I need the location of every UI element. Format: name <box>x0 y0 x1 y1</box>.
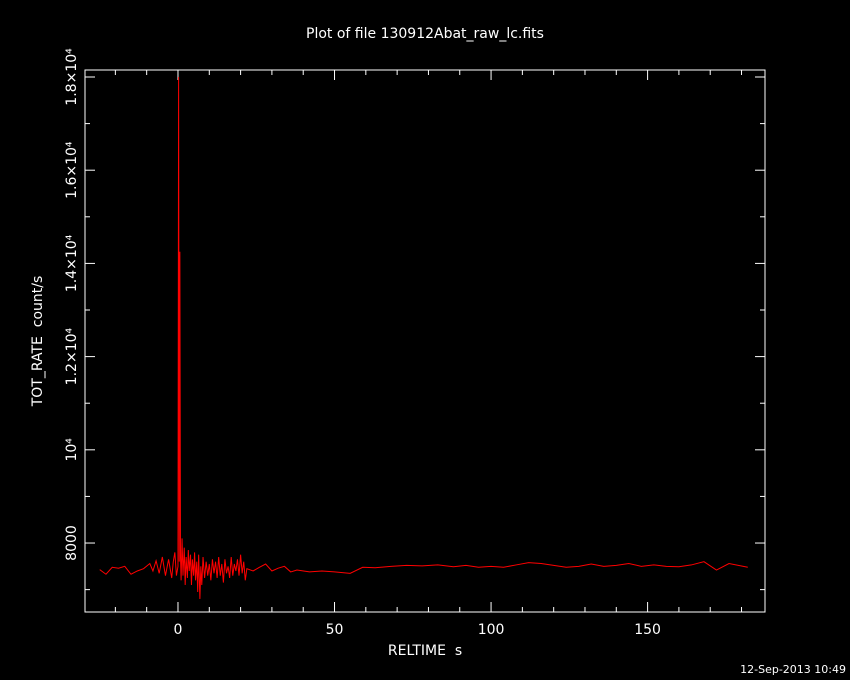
footer-timestamp: 12-Sep-2013 10:49 <box>740 663 846 676</box>
x-tick-label: 50 <box>326 622 344 638</box>
x-tick-label: 150 <box>634 622 661 638</box>
y-tick-label: 1.6×10⁴ <box>64 141 80 199</box>
light-curve <box>99 76 748 599</box>
x-tick-label: 0 <box>174 622 183 638</box>
chart-title: Plot of file 130912Abat_raw_lc.fits <box>306 26 544 42</box>
y-tick-label: 1.2×10⁴ <box>64 328 80 386</box>
y-tick-label: 8000 <box>64 525 80 561</box>
y-tick-label: 1.4×10⁴ <box>64 234 80 292</box>
x-axis-label: RELTIME s <box>388 643 462 659</box>
plot-frame <box>84 69 766 613</box>
y-axis-label: TOT_RATE count/s <box>30 276 46 408</box>
y-tick-label: 1.8×10⁴ <box>64 48 80 106</box>
x-tick-label: 100 <box>478 622 505 638</box>
y-tick-label: 10⁴ <box>64 438 80 462</box>
